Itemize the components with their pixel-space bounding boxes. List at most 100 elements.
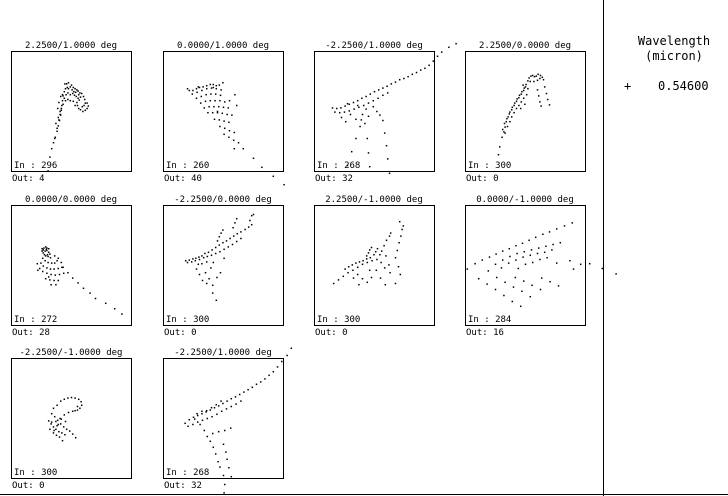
spot-point bbox=[520, 93, 523, 95]
spot-point bbox=[56, 424, 58, 427]
spot-point bbox=[272, 370, 275, 373]
spot-point bbox=[82, 110, 84, 113]
spot-point bbox=[41, 247, 43, 250]
spot-point bbox=[228, 99, 231, 102]
spot-point bbox=[335, 107, 338, 110]
spot-point bbox=[61, 439, 64, 442]
spot-point bbox=[352, 277, 355, 279]
spot-point bbox=[216, 413, 218, 416]
spot-point bbox=[440, 51, 443, 53]
spot-panel: -2.2500/0.0000 deg In : 300 Out: 0 bbox=[163, 195, 284, 338]
spot-point bbox=[52, 426, 55, 428]
spot-point bbox=[337, 279, 340, 281]
spot-point bbox=[501, 128, 504, 131]
spot-point bbox=[235, 217, 238, 220]
spot-point bbox=[545, 245, 547, 248]
spot-point bbox=[386, 158, 389, 160]
spot-point bbox=[529, 80, 532, 83]
spot-panel: 0.0000/-1.0000 deg In : 284 Out: 16 bbox=[465, 195, 617, 338]
panel-rays-in-label: In : 300 bbox=[166, 315, 209, 325]
spot-point bbox=[504, 281, 506, 284]
spot-point bbox=[71, 410, 74, 413]
spot-point bbox=[240, 237, 242, 240]
spot-point bbox=[238, 393, 241, 396]
spot-point bbox=[67, 98, 69, 101]
spot-point bbox=[41, 250, 43, 252]
spot-point bbox=[615, 273, 617, 275]
panel-rays-out-label: Out: 0 bbox=[466, 174, 499, 184]
spot-point bbox=[368, 165, 371, 168]
spot-point bbox=[503, 294, 505, 297]
spot-point bbox=[400, 235, 402, 237]
spot-point bbox=[506, 125, 509, 128]
spot-point bbox=[59, 110, 61, 113]
spot-point bbox=[531, 284, 533, 287]
spot-point bbox=[44, 259, 46, 262]
spot-point bbox=[217, 460, 219, 463]
spot-point bbox=[213, 118, 216, 121]
spot-point bbox=[477, 277, 480, 280]
spot-point bbox=[539, 288, 542, 291]
spot-point bbox=[197, 263, 200, 266]
spot-point bbox=[199, 423, 201, 426]
spot-point bbox=[513, 102, 516, 104]
spot-point bbox=[79, 407, 81, 410]
panel-field-title: -2.2500/1.0000 deg bbox=[325, 41, 423, 51]
spot-point bbox=[214, 99, 216, 102]
spot-point bbox=[286, 354, 288, 357]
spot-point bbox=[548, 104, 551, 106]
spot-point bbox=[211, 292, 214, 294]
spot-point bbox=[196, 91, 198, 94]
spot-point bbox=[46, 253, 49, 256]
spot-point bbox=[507, 262, 510, 264]
spot-point bbox=[226, 400, 228, 402]
spot-point bbox=[60, 109, 63, 112]
spot-point bbox=[539, 74, 542, 77]
panel-rays-out-label: Out: 0 bbox=[315, 328, 348, 338]
spot-point bbox=[77, 90, 79, 92]
spot-point bbox=[50, 262, 53, 264]
spot-point bbox=[481, 259, 484, 261]
spot-point bbox=[385, 239, 388, 242]
spot-point bbox=[201, 262, 203, 265]
spot-point bbox=[53, 415, 56, 418]
spot-point bbox=[280, 360, 283, 363]
panel-frame bbox=[465, 51, 586, 172]
spot-point bbox=[206, 435, 209, 438]
spot-point bbox=[76, 405, 79, 408]
spot-point bbox=[521, 242, 524, 245]
spot-point bbox=[522, 97, 525, 100]
spot-point bbox=[74, 87, 76, 90]
spot-point bbox=[80, 404, 83, 407]
spot-point bbox=[47, 247, 50, 250]
spot-point bbox=[206, 255, 209, 258]
spot-point bbox=[508, 113, 511, 115]
spot-point bbox=[204, 252, 206, 255]
spot-point bbox=[58, 430, 60, 433]
spot-point bbox=[515, 100, 518, 103]
spot-point bbox=[195, 268, 198, 270]
spot-point bbox=[76, 409, 79, 411]
spot-point bbox=[184, 259, 187, 262]
spot-point bbox=[50, 273, 52, 276]
spot-point bbox=[494, 263, 497, 266]
spot-point bbox=[506, 117, 508, 120]
spot-point bbox=[367, 252, 370, 254]
panel-rays-out-label: Out: 32 bbox=[164, 481, 202, 491]
spot-point bbox=[53, 429, 55, 432]
spot-point bbox=[365, 108, 367, 110]
spot-point bbox=[579, 263, 582, 266]
spot-point bbox=[71, 433, 74, 435]
spot-points bbox=[332, 220, 405, 286]
spot-point bbox=[374, 250, 377, 253]
spot-point bbox=[403, 77, 405, 80]
spot-points bbox=[47, 81, 90, 172]
spot-point bbox=[196, 412, 198, 415]
spot-point bbox=[197, 86, 200, 88]
spot-point bbox=[214, 93, 217, 95]
panel-field-title: -2.2500/1.0000 deg bbox=[174, 348, 272, 358]
spot-point bbox=[371, 259, 373, 262]
spot-point bbox=[259, 381, 262, 383]
panel-field-title: 2.2500/1.0000 deg bbox=[25, 41, 117, 51]
